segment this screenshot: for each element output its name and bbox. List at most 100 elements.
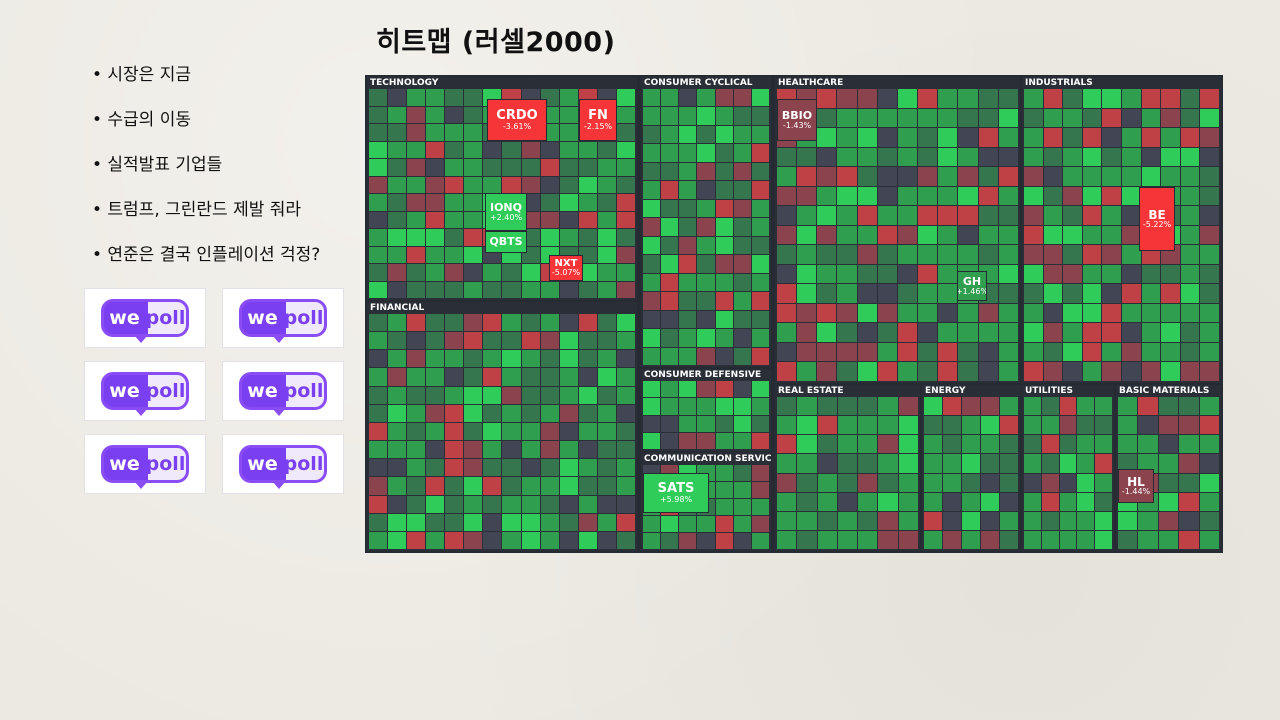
heatmap-cell xyxy=(817,342,837,362)
heatmap-cell xyxy=(1102,245,1121,264)
heatmap-cell xyxy=(369,513,388,531)
heatmap-cell xyxy=(1161,323,1180,342)
heatmap-cell xyxy=(521,176,540,193)
tile-sats[interactable]: SATS +5.98% xyxy=(643,473,709,513)
heatmap-cell xyxy=(464,194,483,211)
tile-crdo[interactable]: CRDO -3.61% xyxy=(487,99,547,141)
heatmap-cell xyxy=(616,106,635,123)
heatmap-cell xyxy=(1179,397,1199,416)
heatmap-cell xyxy=(502,422,521,441)
heatmap-cell xyxy=(978,147,998,167)
heatmap-cell xyxy=(597,422,616,441)
heatmap-cell xyxy=(877,323,897,342)
heatmap-cell xyxy=(918,284,938,303)
heatmap-cell xyxy=(661,125,679,144)
tile-gh[interactable]: GH +1.46% xyxy=(957,271,987,301)
heatmap-cell xyxy=(643,273,661,292)
heatmap-cell xyxy=(817,186,837,206)
heatmap-cell xyxy=(1043,362,1063,381)
heatmap-cell xyxy=(1043,89,1063,108)
heatmap-cell xyxy=(464,404,483,422)
heatmap-cell xyxy=(1043,284,1063,303)
heatmap-cell xyxy=(877,167,897,186)
heatmap-cell xyxy=(597,477,616,495)
heatmap-cell xyxy=(679,415,697,432)
heatmap-cell xyxy=(733,347,751,365)
heatmap-cell xyxy=(1095,492,1112,511)
heatmap-cell xyxy=(1102,167,1121,186)
heatmap-cell xyxy=(715,482,733,498)
tile-hl[interactable]: HL -1.44% xyxy=(1118,469,1154,503)
heatmap-cell xyxy=(1095,454,1112,473)
heatmap-cell xyxy=(578,386,597,404)
tile-change: -5.07% xyxy=(551,268,581,278)
heatmap-cell xyxy=(388,141,407,158)
heatmap-cell xyxy=(1158,473,1179,492)
heatmap-cell xyxy=(1200,264,1219,284)
logo-text-poll: poll xyxy=(283,380,324,402)
tile-nxt[interactable]: NXT -5.07% xyxy=(549,255,583,281)
heatmap-cell xyxy=(697,273,715,292)
heatmap-cell xyxy=(521,404,540,422)
tile-bbio[interactable]: BBIO -1.43% xyxy=(777,99,817,141)
heatmap-cell xyxy=(559,211,578,228)
heatmap-cell xyxy=(1024,186,1043,206)
heatmap-cell xyxy=(679,162,697,181)
heatmap-cell xyxy=(958,245,978,264)
heatmap-cell xyxy=(559,106,578,123)
tile-ionq[interactable]: IONQ +2.40% xyxy=(485,193,527,231)
heatmap-cell xyxy=(578,141,597,158)
heatmap-cell xyxy=(837,186,857,206)
heatmap-cell xyxy=(407,281,426,298)
heatmap-cell xyxy=(1063,206,1082,225)
heatmap-cell xyxy=(877,303,897,323)
heatmap-cell xyxy=(445,531,464,549)
heatmap-cell xyxy=(751,292,769,310)
heatmap-cell xyxy=(540,314,559,332)
heatmap-cell xyxy=(1118,397,1138,416)
heatmap-cell xyxy=(369,194,388,211)
heatmap-cell xyxy=(897,323,918,342)
heatmap-cell xyxy=(1102,186,1121,206)
heatmap-cell xyxy=(521,264,540,281)
bullet-item: • 연준은 결국 인플레이션 걱정? xyxy=(92,242,320,287)
heatmap-cell xyxy=(1141,362,1161,381)
heatmap-cell xyxy=(1024,492,1041,511)
heatmap-cell xyxy=(715,398,733,415)
heatmap-cell xyxy=(464,106,483,123)
heatmap-cell xyxy=(898,530,918,549)
sector-consumer-defensive: CONSUMER DEFENSIVE xyxy=(641,369,771,451)
heatmap-cell xyxy=(679,292,697,310)
sector-grid xyxy=(777,89,1018,381)
tile-change: -5.22% xyxy=(1142,220,1172,230)
heatmap-cell xyxy=(388,229,407,246)
heatmap-cell xyxy=(715,347,733,365)
heatmap-cell xyxy=(388,106,407,123)
heatmap-cell xyxy=(369,314,388,332)
heatmap-cell xyxy=(426,229,445,246)
tile-fn[interactable]: FN -2.15% xyxy=(579,99,617,141)
heatmap-cell xyxy=(998,245,1018,264)
heatmap-cell xyxy=(643,255,661,273)
tile-qbts[interactable]: QBTS xyxy=(485,231,527,253)
heatmap-cell xyxy=(1082,89,1102,108)
heatmap-cell xyxy=(697,125,715,144)
heatmap-cell xyxy=(1161,108,1180,128)
heatmap-cell xyxy=(797,473,817,492)
sector-label: COMMUNICATION SERVICES xyxy=(644,454,771,464)
heatmap-cell xyxy=(464,141,483,158)
heatmap-cell xyxy=(697,199,715,218)
heatmap-cell xyxy=(898,492,918,511)
heatmap-cell xyxy=(445,495,464,513)
heatmap-cell xyxy=(502,176,521,193)
heatmap-cell xyxy=(777,323,797,342)
sector-financial: FINANCIAL xyxy=(367,302,637,551)
heatmap-cell xyxy=(369,246,388,263)
tile-be[interactable]: BE -5.22% xyxy=(1139,187,1175,251)
heatmap-cell xyxy=(837,245,857,264)
heatmap-cell xyxy=(464,211,483,228)
heatmap-cell xyxy=(502,495,521,513)
heatmap-cell xyxy=(777,225,797,245)
heatmap-cell xyxy=(643,415,661,432)
heatmap-cell xyxy=(464,264,483,281)
